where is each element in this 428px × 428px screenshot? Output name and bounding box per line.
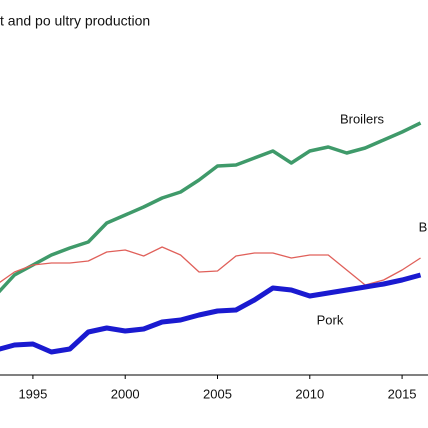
x-tick-label: 2005 (203, 386, 232, 401)
chart-title: t and po ultry production (0, 13, 150, 29)
x-tick-label: 2015 (388, 386, 417, 401)
series-label: B (419, 219, 428, 234)
series-label: Pork (317, 312, 344, 327)
series-line (0, 121, 422, 294)
series-line (0, 272, 422, 355)
series-line (0, 246, 421, 286)
series-label: Broilers (340, 111, 385, 126)
x-tick-label: 2010 (295, 386, 324, 401)
x-tick-label: 1995 (18, 386, 47, 401)
x-tick-label: 2000 (111, 386, 140, 401)
